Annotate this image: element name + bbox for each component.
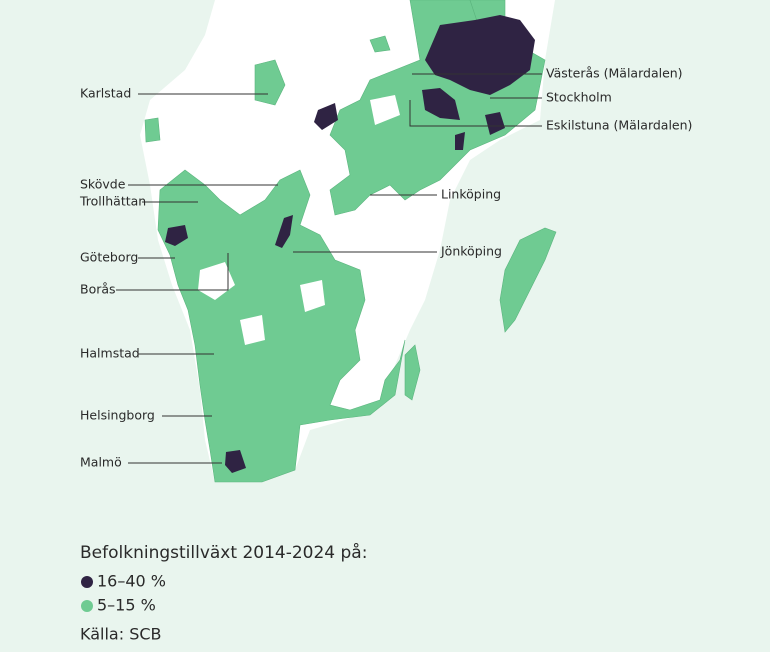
region-purple (314, 103, 338, 130)
region-purple (455, 112, 505, 150)
map (116, 0, 557, 483)
legend-swatch (81, 576, 93, 588)
place-label: Borås (80, 282, 116, 297)
place-label: Trollhättan (79, 194, 146, 209)
legend-label: 5–15 % (97, 596, 156, 615)
place-label: Halmstad (80, 346, 140, 361)
place-label: Karlstad (80, 86, 131, 101)
place-label: Eskilstuna (Mälardalen) (546, 118, 692, 133)
legend-label: 16–40 % (97, 572, 166, 591)
region-purple (425, 15, 535, 95)
place-label: Malmö (80, 455, 122, 470)
region-green (369, 35, 391, 53)
region-purple (275, 215, 293, 248)
legend-title: Befolkningstillväxt 2014-2024 på: (80, 542, 367, 563)
source: Källa: SCB (80, 625, 162, 644)
region-white (198, 95, 400, 345)
place-label: Linköping (441, 187, 501, 202)
place-label: Göteborg (80, 250, 138, 265)
region-purple (165, 225, 188, 246)
legend-swatch (81, 600, 93, 612)
region-green (144, 117, 161, 143)
region-purple (422, 88, 460, 120)
place-label: Västerås (Mälardalen) (546, 66, 683, 81)
place-label: Jönköping (440, 244, 502, 259)
place-label: Helsingborg (80, 408, 155, 423)
region-green (404, 344, 421, 401)
place-label: Stockholm (546, 90, 612, 105)
leader-lines (116, 73, 542, 464)
region-purple (225, 450, 246, 473)
region-green (157, 169, 406, 483)
place-label: Skövde (80, 177, 126, 192)
region-green (499, 227, 557, 333)
